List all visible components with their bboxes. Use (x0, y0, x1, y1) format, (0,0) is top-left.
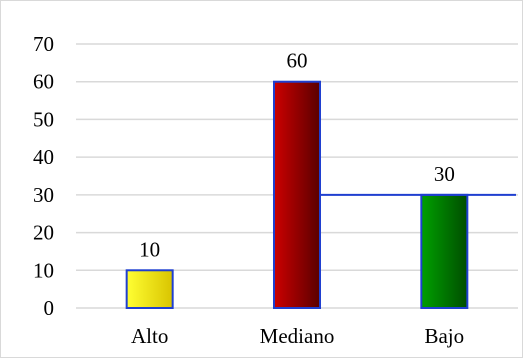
y-tick-label-70: 70 (33, 32, 54, 56)
y-tick-label-30: 30 (33, 183, 54, 207)
y-tick-label-40: 40 (33, 145, 54, 169)
bar-mediano (273, 80, 321, 310)
y-tick-label-20: 20 (33, 221, 54, 245)
bar-bajo (420, 193, 469, 310)
y-tick-label-10: 10 (33, 258, 54, 282)
data-labels: 10 60 30 (139, 49, 455, 262)
bar-alto (125, 269, 174, 309)
data-label-mediano: 60 (287, 49, 308, 73)
x-category-label-bajo: Bajo (424, 324, 464, 348)
data-label-alto: 10 (139, 237, 160, 261)
x-axis-category-labels: Alto Mediano Bajo (131, 324, 464, 348)
x-category-label-mediano: Mediano (260, 324, 335, 348)
y-axis-tick-labels: 0 10 20 30 40 50 60 70 (33, 32, 54, 320)
y-tick-label-50: 50 (33, 107, 54, 131)
y-tick-label-0: 0 (44, 296, 55, 320)
y-tick-label-60: 60 (33, 70, 54, 94)
data-label-bajo: 30 (434, 162, 455, 186)
bars (125, 80, 469, 310)
x-category-label-alto: Alto (131, 324, 168, 348)
